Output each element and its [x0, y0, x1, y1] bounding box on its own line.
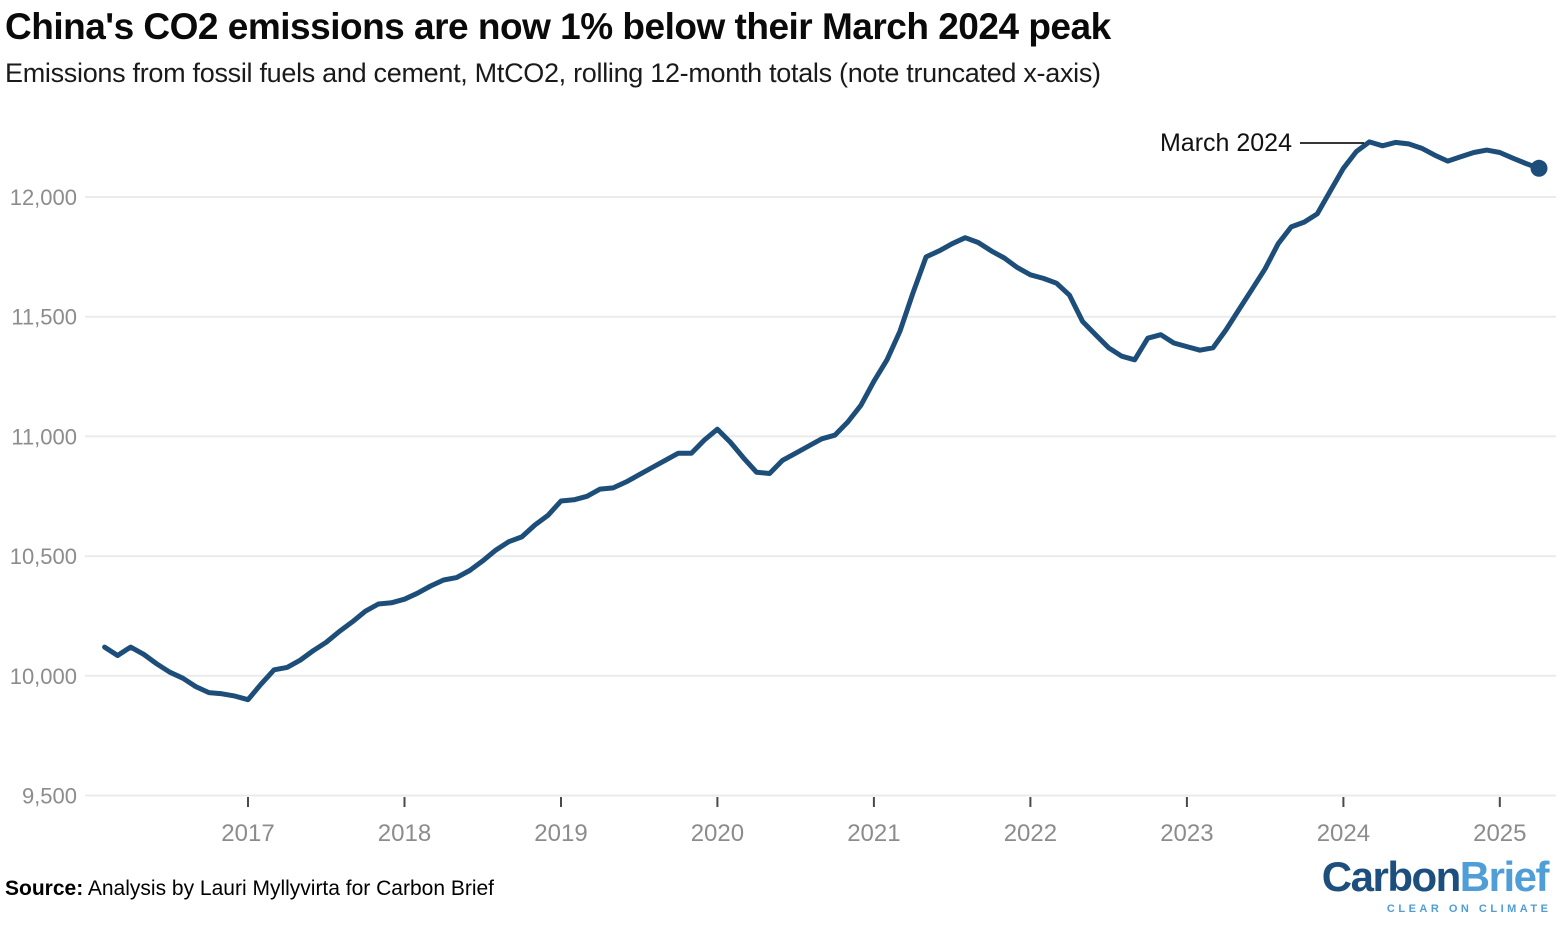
y-axis-label-10000: 10,000 [10, 664, 77, 689]
y-axis-label-9500: 9,500 [22, 784, 77, 809]
y-axis-label-10500: 10,500 [10, 544, 77, 569]
x-axis-label-2024: 2024 [1317, 820, 1370, 847]
chart-subtitle: Emissions from fossil fuels and cement, … [5, 58, 1101, 88]
carbonbrief-logo-tagline: CLEAR ON CLIMATE [1386, 903, 1552, 915]
chart-plot-area: 9,500 10,000 10,500 11,000 11,500 12,000 2017 2… [10, 139, 1556, 847]
y-axis-label-12000: 12,000 [10, 185, 77, 210]
y-axis-label-11000: 11,000 [11, 424, 77, 449]
latest-point-marker [1530, 159, 1548, 177]
carbonbrief-logo: CarbonBrief CLEAR ON CLIMATE [1321, 853, 1550, 915]
x-axis-label-2025: 2025 [1473, 820, 1526, 847]
emissions-line [102, 139, 1542, 703]
peak-annotation-label: March 2024 [1160, 129, 1292, 157]
source-note: Source: Analysis by Lauri Myllyvirta for… [5, 877, 494, 901]
carbonbrief-logo-wordmark: CarbonBrief [1321, 853, 1550, 900]
x-axis-label-2020: 2020 [691, 820, 744, 847]
x-axis-label-2017: 2017 [221, 820, 274, 847]
source-text: Analysis by Lauri Myllyvirta for Carbon … [87, 877, 495, 900]
x-axis-label-2021: 2021 [847, 820, 900, 847]
logo-word-carbon: Carbon [1321, 853, 1462, 900]
logo-word-brief: Brief [1459, 853, 1550, 900]
y-axis-label-11500: 11,500 [11, 305, 77, 330]
x-axis-label-2023: 2023 [1160, 820, 1213, 847]
source-prefix: Source: [5, 877, 84, 900]
x-axis-label-2019: 2019 [534, 820, 587, 847]
x-axis-label-2022: 2022 [1004, 820, 1057, 847]
x-axis-label-2018: 2018 [378, 820, 431, 847]
chart-title: China's CO2 emissions are now 1% below t… [5, 6, 1111, 47]
